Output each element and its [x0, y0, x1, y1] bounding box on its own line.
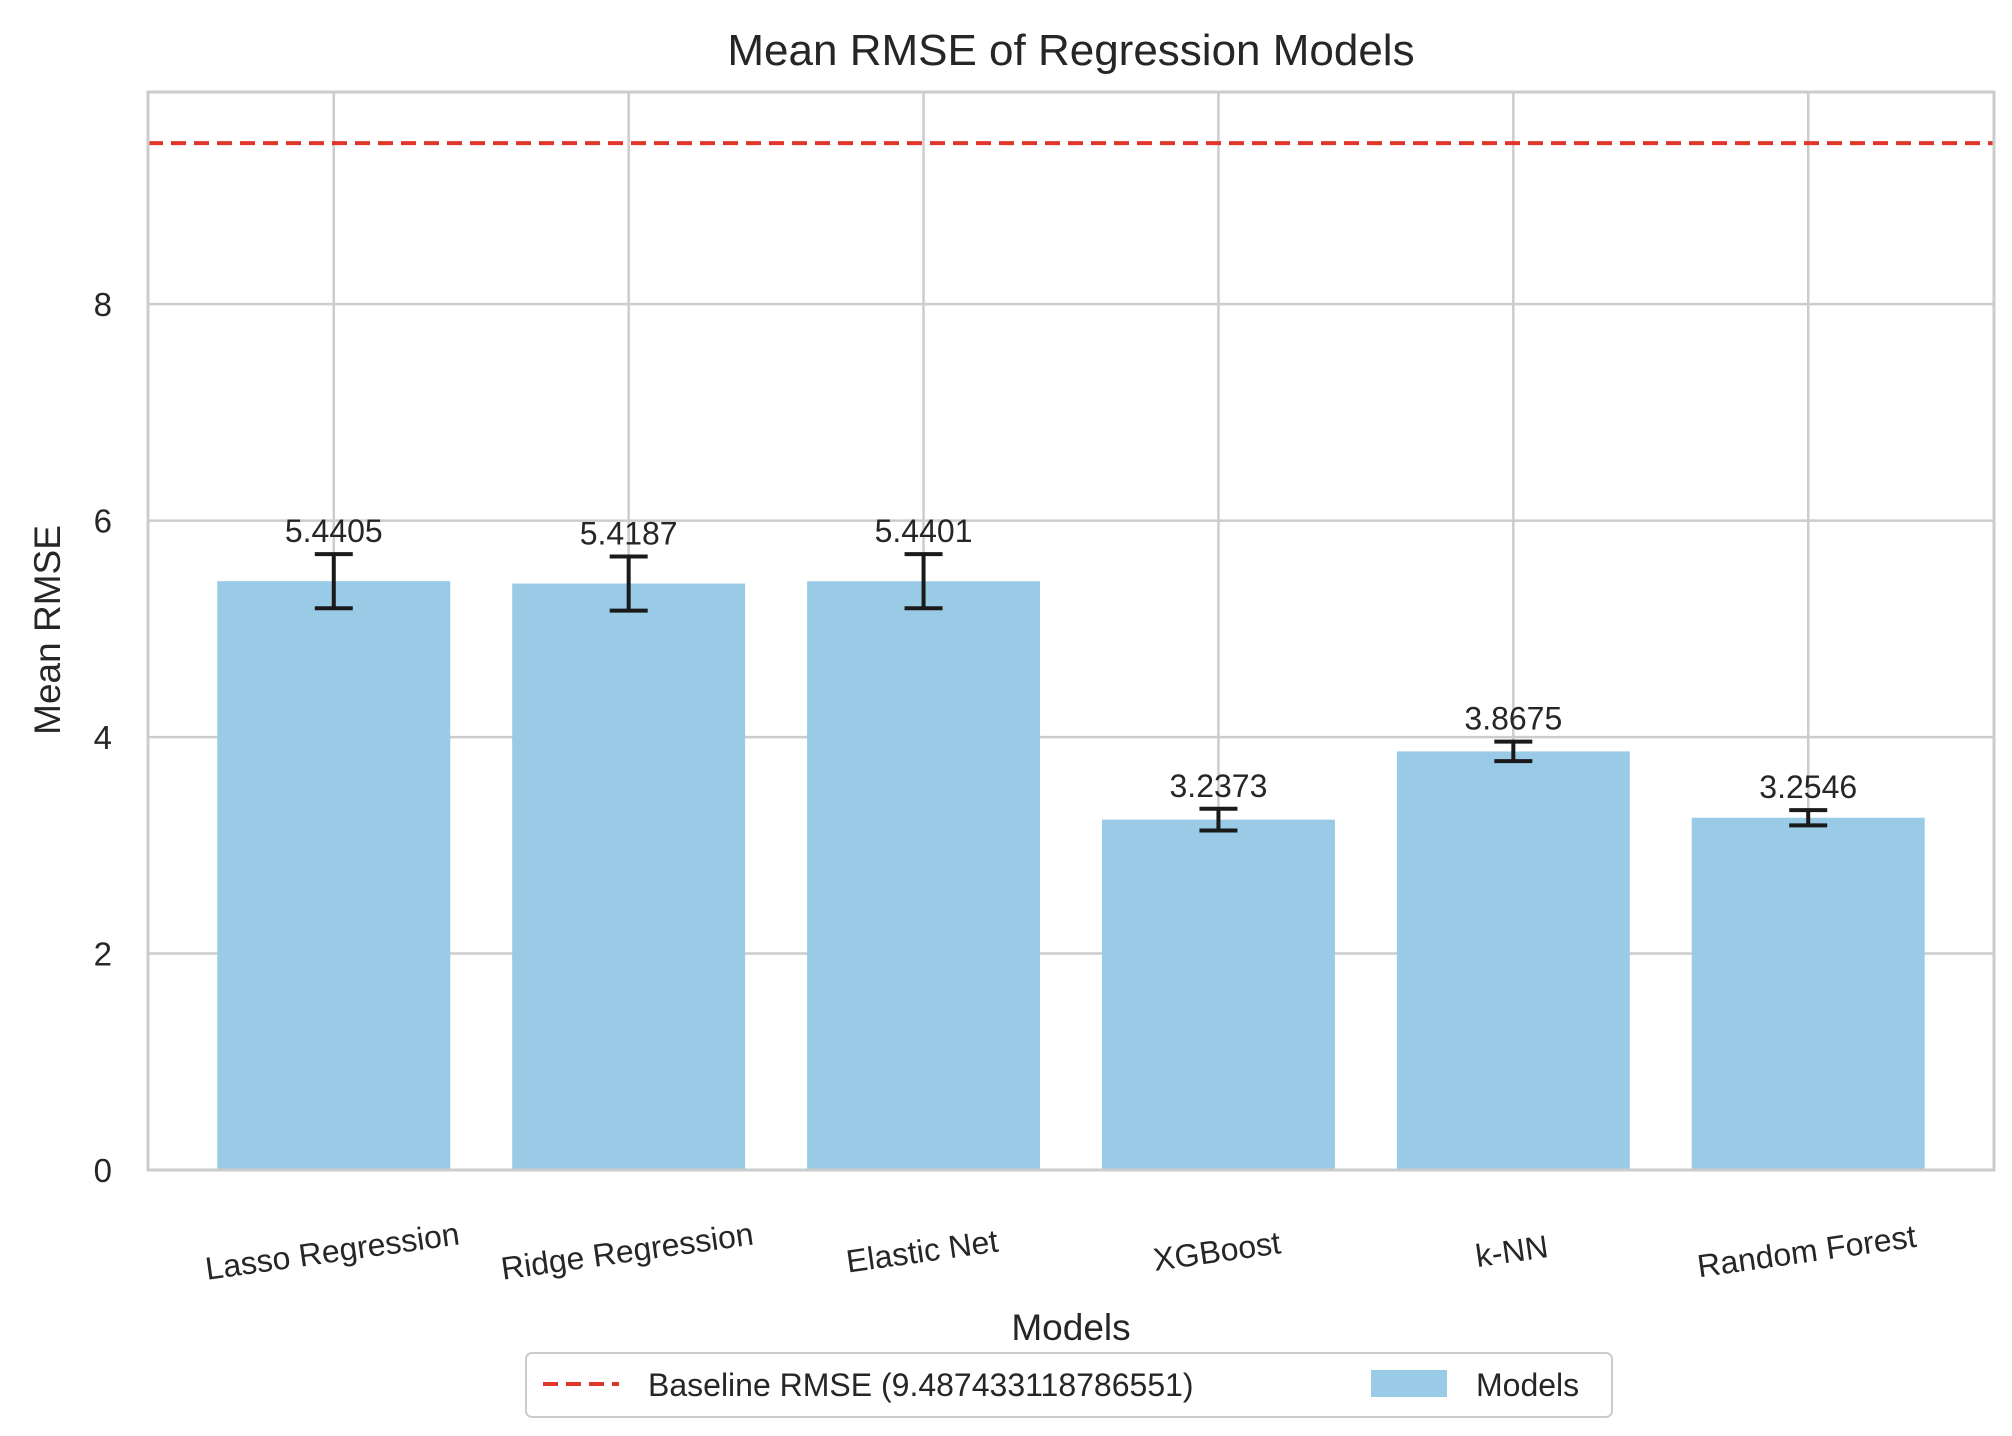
- x-tick-label-5: Random Forest: [1695, 1218, 1919, 1284]
- value-label-3: 3.2373: [1170, 768, 1268, 804]
- bar-5: [1691, 817, 1925, 1170]
- legend: Baseline RMSE (9.487433118786551) Models: [525, 1352, 1613, 1418]
- x-tick-labels: Lasso Regression Ridge Regression Elastic …: [203, 1215, 1919, 1286]
- x-axis-label: Models: [1011, 1307, 1130, 1348]
- value-label-0: 5.4405: [285, 513, 383, 549]
- error-bar-1: [609, 554, 648, 613]
- error-bar-0: [314, 552, 353, 611]
- y-tick-label: 8: [94, 286, 112, 323]
- y-tick-labels: 0 2 4 6 8: [94, 286, 112, 1189]
- value-label-4: 3.8675: [1464, 701, 1562, 737]
- error-bar-2: [904, 552, 943, 611]
- bar-0: [217, 581, 451, 1170]
- bar-2: [807, 581, 1041, 1170]
- y-tick-label: 4: [94, 719, 112, 756]
- value-label-2: 5.4401: [875, 513, 973, 549]
- legend-models-label: Models: [1476, 1367, 1579, 1403]
- value-label-1: 5.4187: [580, 515, 678, 551]
- chart-title: Mean RMSE of Regression Models: [727, 26, 1414, 75]
- y-tick-label: 0: [94, 1152, 112, 1189]
- x-tick-label-0: Lasso Regression: [203, 1215, 462, 1286]
- x-tick-label-3: XGBoost: [1151, 1224, 1283, 1277]
- error-bar-3: [1199, 806, 1238, 833]
- plot-frame: [146, 90, 1996, 1172]
- y-tick-label: 2: [94, 936, 112, 973]
- bars: [217, 581, 1925, 1170]
- value-label-5: 3.2546: [1759, 769, 1857, 805]
- x-tick-label-4: k-NN: [1473, 1228, 1550, 1274]
- error-bars: [314, 552, 1828, 833]
- bar-4: [1396, 751, 1630, 1170]
- y-tick-label: 6: [94, 503, 112, 540]
- legend-models-swatch: [1371, 1370, 1447, 1397]
- x-tick-label-1: Ridge Regression: [499, 1216, 756, 1287]
- y-axis-label: Mean RMSE: [27, 525, 68, 735]
- legend-frame: [525, 1352, 1613, 1418]
- legend-baseline-label: Baseline RMSE (9.487433118786551): [648, 1367, 1194, 1403]
- bar-3: [1101, 819, 1335, 1170]
- error-bar-4: [1494, 739, 1533, 764]
- bar-1: [512, 583, 746, 1170]
- error-bar-5: [1789, 808, 1828, 828]
- x-tick-label-2: Elastic Net: [844, 1223, 1001, 1280]
- value-labels: 5.4405 5.4187 5.4401 3.2373 3.8675 3.2546: [285, 513, 1857, 805]
